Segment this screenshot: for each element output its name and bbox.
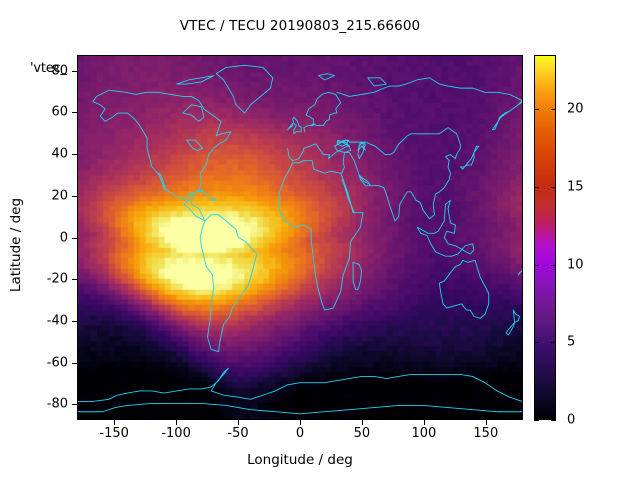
y-tick-mark bbox=[72, 237, 77, 239]
y-tick-label: -80 bbox=[46, 396, 68, 412]
colorbar-tick-mark bbox=[534, 187, 539, 189]
x-tick-label: 100 bbox=[411, 426, 437, 441]
colorbar-tick-mark bbox=[551, 420, 556, 422]
vtec-heatmap-field bbox=[78, 56, 522, 419]
y-tick-label: -20 bbox=[46, 271, 68, 287]
x-tick-label: 0 bbox=[295, 426, 305, 441]
colorbar-tick-mark bbox=[534, 109, 539, 111]
y-tick-label: 60 bbox=[51, 104, 68, 120]
y-tick-mark bbox=[72, 195, 77, 197]
y-tick-mark bbox=[72, 70, 77, 72]
x-tick-label: -100 bbox=[161, 426, 191, 441]
colorbar-tick-label: 15 bbox=[567, 179, 584, 195]
y-tick-mark bbox=[72, 320, 77, 323]
colorbar-tick-mark bbox=[534, 342, 539, 344]
x-tick-mark bbox=[300, 420, 302, 425]
y-tick-label: 80 bbox=[51, 63, 68, 79]
x-tick-label: 50 bbox=[353, 426, 371, 441]
x-tick-label: 150 bbox=[473, 426, 499, 441]
x-tick-mark bbox=[114, 420, 116, 425]
colorbar-tick-label: 10 bbox=[567, 257, 584, 273]
colorbar-tick-mark bbox=[534, 420, 539, 422]
y-axis-title: Latitude / deg bbox=[8, 197, 24, 293]
y-tick-label: 40 bbox=[51, 146, 68, 162]
colorbar-tick-label: 20 bbox=[567, 101, 584, 117]
x-tick-label: -150 bbox=[99, 426, 129, 441]
x-tick-mark bbox=[238, 420, 240, 425]
colorbar-tick-mark bbox=[551, 187, 556, 189]
stray-vtec-artifact-label: 'vtec_ bbox=[30, 61, 67, 76]
colorbar-tick-mark bbox=[551, 109, 556, 111]
y-tick-mark bbox=[72, 154, 77, 156]
y-tick-mark bbox=[72, 279, 77, 281]
x-tick-mark bbox=[361, 420, 364, 425]
x-tick-mark bbox=[423, 420, 425, 425]
map-axes[interactable] bbox=[77, 55, 523, 420]
y-tick-label: -60 bbox=[46, 355, 68, 371]
colorbar-tick-label: 0 bbox=[567, 412, 576, 428]
colorbar-tick-mark bbox=[551, 342, 556, 344]
page-title: VTEC / TECU 20190803_215.66600 bbox=[179, 18, 421, 34]
y-tick-mark bbox=[72, 112, 77, 114]
y-tick-label: 20 bbox=[51, 188, 68, 204]
colorbar[interactable] bbox=[534, 55, 556, 420]
y-tick-label: 0 bbox=[59, 230, 68, 245]
x-tick-mark bbox=[485, 420, 487, 425]
x-tick-label: -50 bbox=[227, 426, 249, 441]
x-axis-title: Longitude / deg bbox=[247, 452, 353, 468]
colorbar-tick-mark bbox=[534, 264, 539, 266]
y-tick-label: -40 bbox=[46, 313, 68, 329]
colorbar-tick-mark bbox=[551, 264, 556, 266]
x-tick-mark bbox=[176, 420, 178, 425]
colorbar-tick-label: 5 bbox=[567, 334, 576, 350]
y-tick-mark bbox=[72, 362, 77, 364]
y-tick-mark bbox=[72, 404, 77, 406]
